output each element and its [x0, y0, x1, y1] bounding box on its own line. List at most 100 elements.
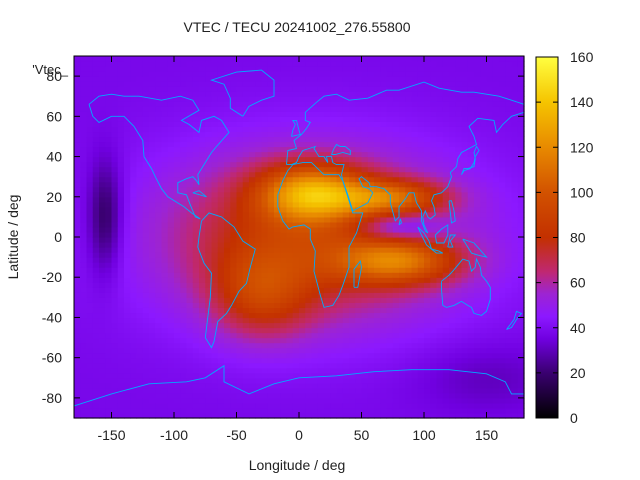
heatmap-cell — [499, 317, 506, 324]
heatmap-cell — [417, 337, 425, 344]
heatmap-cell — [80, 221, 88, 228]
heatmap-cell — [99, 211, 106, 218]
heatmap-cell — [205, 312, 213, 319]
heatmap-cell — [249, 387, 256, 394]
heatmap-cell — [380, 377, 388, 384]
heatmap-cell — [486, 337, 494, 344]
heatmap-cell — [267, 282, 275, 288]
heatmap-cell — [92, 267, 100, 273]
heatmap-cell — [355, 56, 363, 62]
heatmap-cell — [255, 237, 263, 243]
heatmap-cell — [467, 151, 475, 158]
heatmap-cell — [430, 257, 438, 263]
heatmap-cell — [99, 242, 106, 248]
heatmap-cell — [80, 337, 88, 344]
heatmap-cell — [499, 297, 506, 303]
heatmap-cell — [336, 211, 344, 218]
heatmap-cell — [99, 397, 106, 404]
heatmap-cell — [349, 372, 356, 379]
heatmap-cell — [267, 231, 275, 238]
heatmap-cell — [130, 171, 138, 178]
heatmap-cell — [274, 322, 281, 329]
heatmap-cell — [436, 146, 444, 153]
heatmap-cell — [211, 191, 219, 198]
heatmap-cell — [442, 226, 450, 233]
heatmap-cell — [92, 342, 100, 349]
heatmap-cell — [205, 116, 213, 122]
heatmap-cell — [399, 211, 406, 218]
heatmap-cell — [105, 357, 113, 364]
heatmap-cell — [405, 111, 413, 117]
heatmap-cell — [199, 337, 206, 344]
heatmap-cell — [430, 196, 438, 203]
heatmap-cell — [74, 226, 81, 233]
heatmap-cell — [474, 161, 481, 168]
heatmap-cell — [236, 221, 244, 228]
heatmap-cell — [105, 111, 113, 117]
heatmap-cell — [317, 131, 325, 138]
heatmap-cell — [305, 196, 313, 203]
heatmap-cell — [111, 171, 119, 178]
heatmap-cell — [324, 412, 331, 419]
heatmap-cell — [480, 292, 488, 298]
heatmap-cell — [380, 146, 388, 153]
heatmap-cell — [205, 327, 213, 334]
heatmap-cell — [361, 116, 369, 122]
heatmap-cell — [124, 302, 131, 308]
heatmap-cell — [149, 121, 156, 127]
heatmap-cell — [117, 247, 125, 253]
heatmap-cell — [286, 56, 294, 62]
heatmap-cell — [124, 372, 131, 379]
heatmap-cell — [92, 136, 100, 143]
heatmap-cell — [430, 131, 438, 138]
heatmap-cell — [205, 412, 213, 419]
heatmap-cell — [474, 216, 481, 223]
heatmap-cell — [424, 377, 431, 384]
heatmap-cell — [105, 56, 113, 62]
heatmap-cell — [311, 397, 319, 404]
heatmap-cell — [255, 352, 263, 359]
heatmap-cell — [486, 76, 494, 82]
heatmap-cell — [105, 297, 113, 303]
heatmap-cell — [161, 91, 169, 97]
heatmap-cell — [442, 387, 450, 394]
heatmap-cell — [405, 226, 413, 233]
heatmap-cell — [199, 66, 206, 72]
heatmap-cell — [430, 161, 438, 168]
heatmap-cell — [455, 81, 463, 87]
heatmap-cell — [392, 402, 400, 409]
heatmap-cell — [455, 407, 463, 414]
heatmap-cell — [211, 407, 219, 414]
heatmap-cell — [286, 352, 294, 359]
heatmap-cell — [199, 61, 206, 67]
heatmap-cell — [324, 362, 331, 369]
heatmap-cell — [461, 292, 469, 298]
heatmap-cell — [211, 267, 219, 273]
heatmap-cell — [155, 91, 163, 97]
heatmap-cell — [136, 242, 144, 248]
heatmap-cell — [486, 156, 494, 163]
heatmap-cell — [161, 216, 169, 223]
heatmap-cell — [342, 362, 350, 369]
heatmap-cell — [124, 76, 131, 82]
heatmap-cell — [349, 262, 356, 268]
heatmap-cell — [130, 382, 138, 389]
heatmap-cell — [292, 277, 300, 283]
heatmap-cell — [286, 211, 294, 218]
heatmap-cell — [149, 71, 156, 77]
heatmap-cell — [142, 206, 150, 213]
heatmap-cell — [442, 86, 450, 92]
heatmap-cell — [317, 101, 325, 107]
heatmap-cell — [467, 86, 475, 92]
heatmap-cell — [330, 387, 338, 394]
heatmap-cell — [236, 91, 244, 97]
heatmap-cell — [211, 156, 219, 163]
heatmap-cell — [86, 151, 94, 158]
heatmap-cell — [342, 116, 350, 122]
heatmap-cell — [299, 402, 306, 409]
heatmap-cell — [105, 91, 113, 97]
heatmap-cell — [230, 151, 238, 158]
heatmap-cell — [255, 111, 263, 117]
heatmap-cell — [99, 337, 106, 344]
heatmap-cell — [430, 252, 438, 258]
